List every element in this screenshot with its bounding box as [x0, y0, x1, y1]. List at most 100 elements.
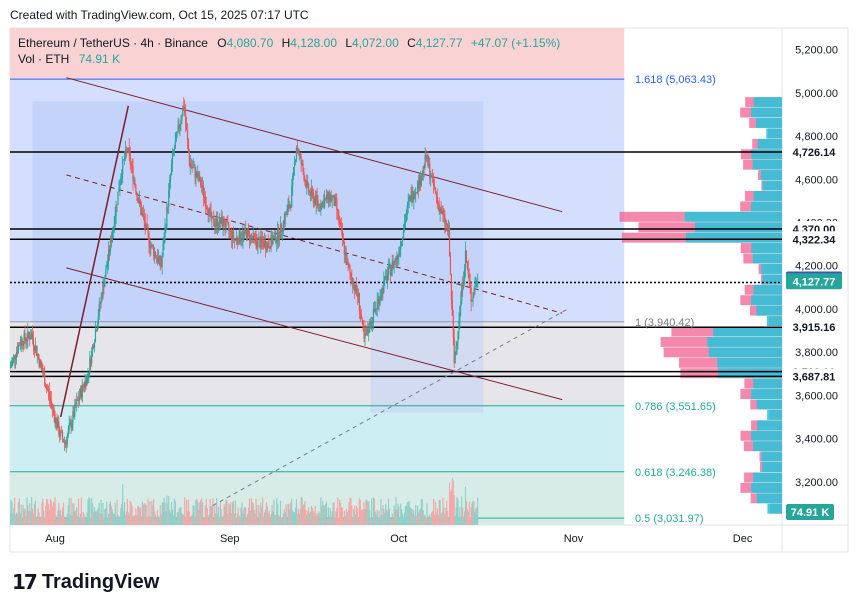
volume-bar — [407, 502, 409, 525]
volume-bar — [463, 516, 465, 525]
volume-bar — [460, 518, 462, 525]
candle-body — [303, 171, 305, 181]
candle-body — [167, 206, 169, 208]
candle-body — [123, 159, 125, 161]
volume-bar — [434, 501, 437, 525]
candle-body — [262, 240, 264, 243]
volume-bar — [35, 518, 37, 525]
volume-bar — [266, 506, 268, 525]
candle-body — [118, 190, 120, 192]
candle-body — [50, 400, 52, 404]
candle-body — [370, 323, 373, 327]
candle-body — [280, 224, 283, 233]
price-chart[interactable]: 1.618 (5,063.43) 1 (3,940.42) 0.786 (3,551… — [0, 0, 858, 560]
candle-body — [91, 350, 93, 364]
volume-bar — [118, 518, 120, 525]
candle-body — [205, 206, 207, 208]
legend-open: 4,080.70 — [227, 36, 274, 50]
candle-body — [454, 353, 456, 364]
volume-bar — [94, 511, 97, 525]
candle-body — [265, 249, 267, 250]
volume-bar — [48, 509, 51, 525]
volume-bar — [312, 510, 314, 525]
volume-bar — [125, 511, 128, 525]
candle-body — [175, 133, 177, 142]
candle-body — [409, 195, 411, 198]
vp-row-up — [756, 399, 782, 410]
volume-bar — [361, 509, 363, 525]
candle-body — [361, 318, 363, 321]
candle-body — [127, 147, 129, 151]
fib-label-4: 0.5 (3,031.97) — [635, 513, 704, 525]
volume-bar — [214, 503, 216, 525]
candle-body — [450, 274, 453, 301]
volume-bar — [139, 507, 141, 525]
volume-bar — [354, 505, 356, 525]
candle-body — [362, 320, 364, 330]
volume-bar — [213, 518, 215, 525]
volume-bar — [380, 499, 382, 525]
candle-body — [258, 238, 260, 240]
volume-bar — [370, 498, 373, 525]
volume-bar — [61, 507, 64, 525]
candle-body — [94, 330, 97, 342]
volume-bar — [277, 503, 279, 525]
candle-body — [350, 273, 352, 277]
candle-body — [283, 221, 285, 224]
volume-bar — [218, 517, 221, 525]
trendlines — [59, 77, 569, 506]
volume-bar — [475, 508, 477, 525]
candle-body — [447, 227, 450, 232]
candle-body — [99, 303, 101, 305]
volume-bar — [359, 499, 361, 525]
volume-bar — [37, 508, 39, 525]
legend-vol-label: Vol · ETH — [18, 52, 69, 66]
volume-bar — [265, 502, 267, 525]
volume-bar — [430, 517, 432, 525]
candle-body — [282, 221, 284, 232]
volume-bar — [306, 514, 308, 525]
volume-bar — [20, 504, 22, 525]
candle-body — [419, 175, 422, 186]
candle-body — [448, 227, 451, 256]
candle-body — [470, 287, 472, 302]
candle-body — [109, 239, 112, 253]
time-axis: Aug Sep Oct Nov Dec — [45, 533, 753, 545]
candle-body — [463, 268, 466, 280]
volume-bar — [432, 511, 434, 525]
candle-body — [125, 149, 128, 151]
candle-body — [148, 233, 150, 246]
volume-bar — [262, 497, 264, 525]
volume-bar — [140, 516, 143, 525]
candle-body — [459, 306, 461, 322]
volume-bar — [419, 508, 422, 525]
volume-bar — [366, 499, 368, 525]
volume-bar — [17, 501, 20, 525]
volume-bar — [401, 514, 404, 525]
volume-bar — [187, 499, 190, 525]
volume-bar — [379, 516, 381, 525]
candle-body — [140, 206, 143, 215]
volume-bar — [305, 509, 307, 525]
volume-bar — [54, 497, 56, 525]
candle-body — [439, 208, 441, 212]
volume-bar — [427, 518, 429, 525]
volume-bar — [130, 502, 132, 525]
candle-body — [86, 374, 88, 386]
volume-bar — [296, 514, 298, 525]
candle-body — [360, 314, 362, 319]
candle-body — [26, 340, 28, 342]
candle-body — [430, 177, 432, 179]
candle-body — [281, 231, 283, 233]
volume-bar — [201, 502, 204, 525]
vp-row-up — [708, 347, 782, 358]
candle-body — [139, 200, 141, 204]
candle-body — [347, 261, 349, 266]
candle-body — [457, 331, 459, 342]
vp-row-up — [761, 263, 782, 274]
volume-bar — [119, 516, 121, 525]
volume-bar — [425, 517, 427, 525]
volume-bar — [397, 503, 399, 525]
volume-bar — [383, 508, 385, 525]
candle-body — [432, 176, 435, 187]
